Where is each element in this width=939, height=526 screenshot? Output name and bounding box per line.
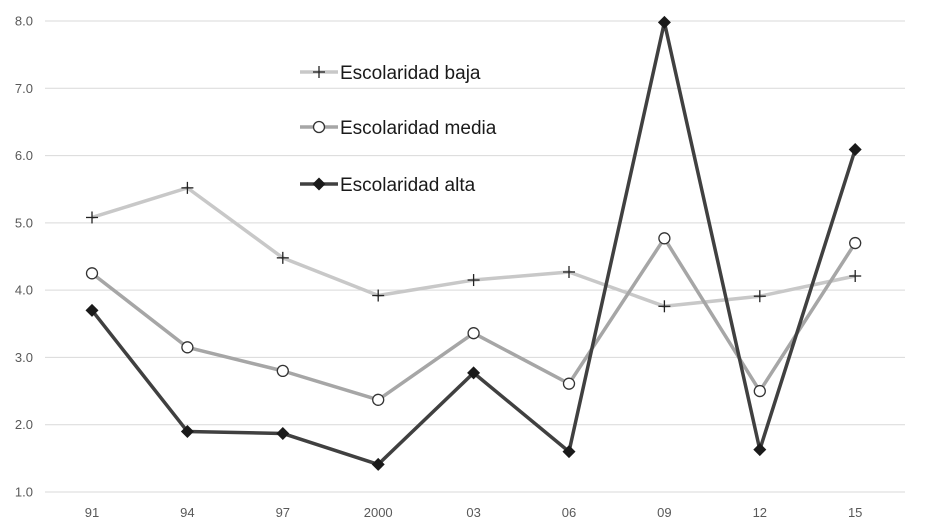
data-point-circle-marker — [467, 327, 480, 340]
y-axis-tick-labels: 1.0 2.0 3.0 4.0 5.0 6.0 7.0 8.0 — [15, 14, 33, 500]
x-tick-label: 15 — [848, 505, 862, 520]
gridlines — [45, 20, 905, 493]
data-series — [85, 15, 862, 471]
x-tick-label: 03 — [466, 505, 480, 520]
y-tick-label: 1.0 — [15, 485, 33, 500]
series-diamond — [85, 15, 862, 471]
x-tick-label: 09 — [657, 505, 671, 520]
x-axis-tick-labels: 91 94 97 2000 03 06 09 12 15 — [85, 505, 863, 520]
data-point-circle-marker — [753, 384, 766, 398]
legend-label: Escolaridad baja — [340, 63, 481, 84]
y-tick-label: 2.0 — [15, 417, 33, 432]
data-point-circle-marker — [312, 120, 326, 134]
data-point-diamond-marker — [657, 15, 671, 29]
data-point-diamond-marker — [85, 303, 99, 317]
data-point-circle-marker — [85, 267, 99, 280]
legend-entry: Escolaridad baja — [300, 63, 481, 84]
data-point-diamond-marker — [371, 457, 385, 471]
x-tick-label: 2000 — [364, 505, 393, 520]
legend-entry: Escolaridad media — [300, 118, 497, 139]
legend-label: Escolaridad alta — [340, 175, 476, 196]
y-tick-label: 4.0 — [15, 283, 33, 298]
data-point-circle-marker — [562, 377, 576, 390]
y-tick-label: 3.0 — [15, 350, 33, 365]
data-point-plus-marker — [372, 289, 385, 302]
y-tick-label: 5.0 — [15, 215, 33, 230]
data-point-circle-marker — [181, 341, 194, 354]
data-point-circle-marker — [276, 364, 289, 378]
data-point-diamond-marker — [312, 177, 326, 191]
data-point-plus-marker — [849, 270, 862, 283]
data-point-diamond-marker — [848, 143, 862, 157]
y-tick-label: 6.0 — [15, 148, 33, 163]
data-point-plus-marker — [181, 181, 194, 194]
data-point-diamond-marker — [276, 426, 290, 440]
series-circle — [85, 232, 862, 406]
data-point-plus-marker — [658, 300, 671, 313]
data-point-plus-marker — [276, 251, 289, 264]
data-point-diamond-marker — [562, 445, 576, 459]
legend: Escolaridad baja Escolaridad media Escolar… — [300, 63, 497, 196]
x-tick-label: 12 — [753, 505, 767, 520]
x-tick-label: 94 — [180, 505, 194, 520]
legend-label: Escolaridad media — [340, 118, 497, 139]
x-tick-label: 91 — [85, 505, 99, 520]
data-point-diamond-marker — [180, 424, 194, 438]
legend-entry: Escolaridad alta — [300, 175, 476, 196]
x-tick-label: 97 — [276, 505, 290, 520]
data-point-diamond-marker — [753, 443, 767, 457]
y-tick-label: 8.0 — [15, 14, 33, 29]
x-tick-label: 06 — [562, 505, 576, 520]
data-point-plus-marker — [563, 265, 575, 278]
data-point-plus-marker — [86, 211, 98, 224]
data-point-plus-marker — [467, 274, 480, 287]
data-point-plus-marker — [313, 66, 325, 78]
data-point-plus-marker — [753, 290, 766, 303]
y-tick-label: 7.0 — [15, 81, 33, 96]
data-point-circle-marker — [849, 236, 862, 250]
data-point-circle-marker — [372, 393, 385, 406]
data-point-diamond-marker — [467, 366, 481, 380]
data-point-circle-marker — [658, 232, 671, 245]
